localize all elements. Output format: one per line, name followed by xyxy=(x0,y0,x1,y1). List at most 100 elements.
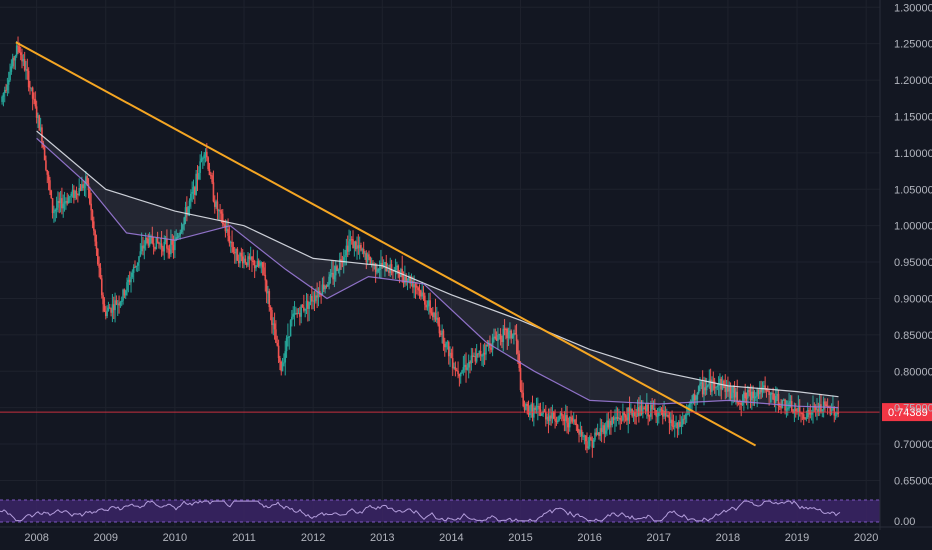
candle-body xyxy=(304,308,306,311)
candle-body xyxy=(260,262,263,266)
trendline[interactable] xyxy=(15,41,757,447)
candle-body xyxy=(251,256,253,261)
candle-body xyxy=(530,404,532,412)
candle-body xyxy=(506,329,509,339)
candle-body xyxy=(664,410,667,416)
candle-body xyxy=(763,385,765,387)
current-price-layer: 0.74389 xyxy=(0,403,932,422)
candle-body xyxy=(821,409,824,412)
candle-body xyxy=(171,239,174,245)
candle-body xyxy=(223,224,225,226)
candle-body xyxy=(55,207,58,210)
candle-body xyxy=(642,407,644,415)
candle-body xyxy=(354,241,357,250)
candle-body xyxy=(646,404,648,412)
candle-body xyxy=(527,406,530,415)
candle-body xyxy=(77,194,79,196)
candle-body xyxy=(75,191,78,195)
candle-body xyxy=(235,248,237,254)
y-tick-label: 0.85000 xyxy=(894,330,932,342)
candle-body xyxy=(580,429,583,437)
candle-body xyxy=(566,415,568,423)
candle-body xyxy=(78,188,80,196)
candle-body xyxy=(256,261,259,267)
candle-body xyxy=(737,402,740,404)
candle-body xyxy=(175,237,178,241)
candle-body xyxy=(111,304,114,313)
candle-body xyxy=(365,253,368,263)
candle-body xyxy=(90,203,92,211)
candle-body xyxy=(374,263,377,272)
candle-body xyxy=(458,374,461,377)
candle-body xyxy=(401,269,404,278)
candle-body xyxy=(342,257,345,263)
candle-body xyxy=(630,408,632,413)
candle-body xyxy=(29,87,31,89)
candle-body xyxy=(533,407,535,418)
candle-body xyxy=(134,266,136,268)
candle-body xyxy=(575,423,578,426)
candle-body xyxy=(228,235,231,244)
candle-body xyxy=(570,416,572,418)
candle-body xyxy=(683,418,685,420)
candle-body xyxy=(757,389,760,395)
candle-body xyxy=(614,419,616,421)
candle-body xyxy=(765,389,768,391)
candle-body xyxy=(245,262,248,266)
candle-body xyxy=(602,425,604,432)
candle-body xyxy=(272,323,275,325)
candle-body xyxy=(695,399,697,401)
candle-body xyxy=(684,414,687,420)
candle-body xyxy=(357,245,360,249)
candle-body xyxy=(155,237,158,250)
candle-body xyxy=(213,201,216,207)
candle-body xyxy=(519,367,522,391)
candle-body xyxy=(546,416,548,420)
candle-body xyxy=(408,276,410,281)
candle-body xyxy=(176,237,179,239)
candle-body xyxy=(644,408,647,412)
candle-body xyxy=(789,401,792,403)
candle-body xyxy=(203,154,205,159)
candle-body xyxy=(772,393,774,400)
candle-body xyxy=(755,396,757,398)
candle-body xyxy=(808,409,810,412)
candle-body xyxy=(465,364,467,370)
candle-body xyxy=(404,276,406,284)
candle-body xyxy=(277,345,280,359)
candle-body xyxy=(204,151,207,155)
candle-body xyxy=(822,401,825,410)
trendline-layer xyxy=(15,41,757,447)
candle-body xyxy=(156,237,159,243)
candle-body xyxy=(151,236,154,244)
y-tick-label: 1.20000 xyxy=(894,75,932,87)
candle-body xyxy=(457,370,459,375)
candle-body xyxy=(148,237,151,246)
candle-body xyxy=(489,343,491,349)
candle-body xyxy=(265,280,268,294)
candle-body xyxy=(128,279,131,283)
candle-body xyxy=(66,201,69,204)
candle-body xyxy=(624,415,627,418)
candle-body xyxy=(537,406,539,408)
y-tick-label: 1.10000 xyxy=(894,148,932,160)
candle-body xyxy=(225,229,228,232)
candle-body xyxy=(417,287,419,291)
candle-body xyxy=(723,380,725,385)
candle-body xyxy=(595,432,598,435)
candle-body xyxy=(801,413,804,415)
candle-body xyxy=(23,59,26,71)
candle-body xyxy=(53,211,55,214)
candle-body xyxy=(293,313,296,315)
candle-body xyxy=(699,383,701,387)
candle-body xyxy=(501,339,503,343)
candle-body xyxy=(550,415,552,419)
candle-body xyxy=(435,317,438,320)
candle-body xyxy=(740,402,743,405)
candle-body xyxy=(700,382,703,384)
candle-body xyxy=(715,387,717,389)
candle-body xyxy=(309,295,312,302)
candle-body xyxy=(596,432,599,435)
